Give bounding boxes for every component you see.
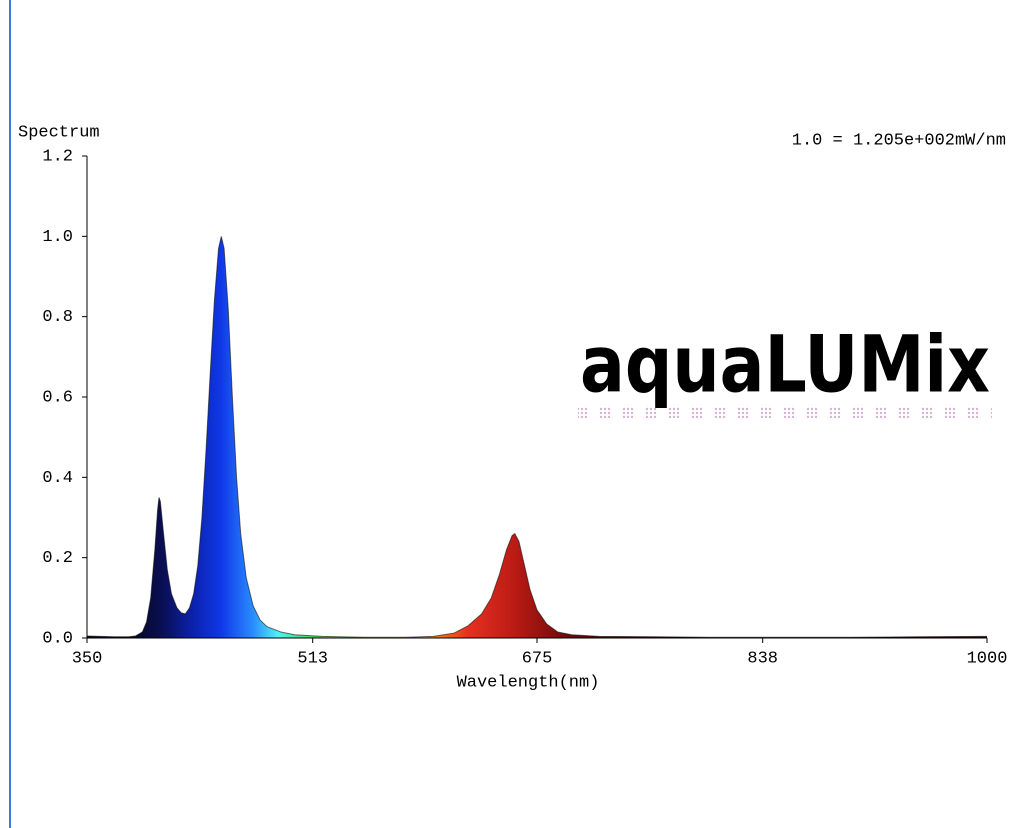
y-tick-label: 0.0 <box>42 629 73 648</box>
y-tick-label: 0.8 <box>42 308 73 327</box>
x-tick-label: 675 <box>522 649 553 668</box>
x-tick-label: 1000 <box>967 649 1008 668</box>
annotation: 1.0 = 1.205e+002mW/nm <box>792 131 1006 150</box>
watermark-dots <box>578 404 992 418</box>
y-axis-label: Spectrum <box>18 123 100 142</box>
spectrum-line <box>86 236 988 638</box>
watermark: aquaLUMix <box>580 320 990 410</box>
y-tick-label: 0.4 <box>42 469 73 488</box>
x-tick-label: 513 <box>297 649 328 668</box>
x-tick-label: 350 <box>72 649 103 668</box>
y-tick-label: 1.2 <box>42 147 73 166</box>
x-axis-label: Wavelength(nm) <box>457 673 600 692</box>
y-tick-label: 0.6 <box>42 388 73 407</box>
y-tick-label: 1.0 <box>42 228 73 247</box>
x-tick-label: 838 <box>747 649 778 668</box>
y-tick-label: 0.2 <box>42 549 73 568</box>
spectrum-area <box>87 236 987 638</box>
